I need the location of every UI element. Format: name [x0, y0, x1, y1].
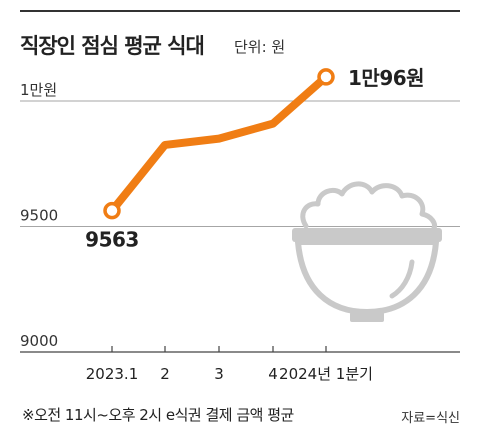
chart-title: 직장인 점심 평균 식대 [20, 34, 205, 58]
x-axis: 2023.1 2 3 4 2024년 1분기 [86, 346, 373, 383]
source-label: 자료=식신 [401, 411, 460, 426]
footnote: ※오전 11시~오후 2시 e식권 결제 금액 평균 [22, 406, 294, 424]
data-point [103, 201, 121, 220]
x-tick-label: 2023.1 [86, 365, 139, 383]
y-tick-label: 9000 [20, 332, 58, 350]
x-tick-label: 2 [160, 365, 170, 383]
point-labels: 9563 1만96원 [85, 66, 424, 252]
x-tick-label: 4 [268, 365, 278, 383]
y-tick-label: 9500 [20, 207, 58, 225]
series [103, 68, 335, 220]
top-rule [20, 10, 460, 12]
x-tick-label: 3 [214, 365, 224, 383]
data-label: 1만96원 [348, 66, 424, 90]
y-tick-label: 1만원 [20, 81, 57, 99]
y-axis: 9000 9500 1만원 [20, 81, 58, 350]
series-line [108, 72, 330, 215]
unit-label: 단위: 원 [234, 38, 286, 56]
gridlines [20, 100, 460, 353]
x-tick-label: 2024년 1분기 [279, 365, 373, 383]
data-label: 9563 [85, 228, 139, 252]
data-point [317, 68, 335, 86]
rice-bowl-icon [292, 181, 442, 322]
